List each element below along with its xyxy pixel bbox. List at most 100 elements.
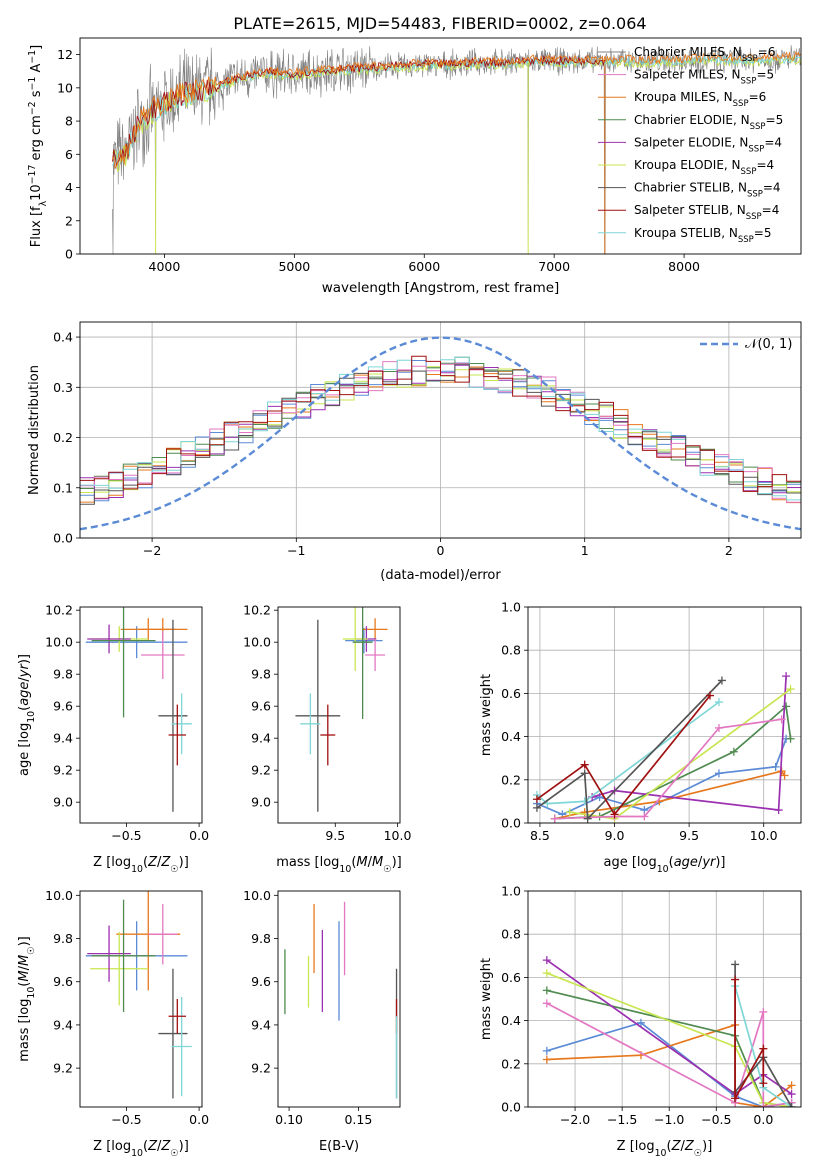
- y-axis-label: mass [log10(M/M☉)]: [17, 936, 37, 1062]
- plot-area: [80, 336, 801, 531]
- label-part: age [log: [17, 723, 32, 776]
- label-part: 10: [657, 864, 669, 875]
- label-part: M: [356, 855, 367, 870]
- legend-label: Chabrier MILES, NSSP=6: [634, 45, 775, 64]
- label-part: /: [680, 1139, 685, 1154]
- legend-label-main: Salpeter STELIB, N: [634, 203, 746, 217]
- weight-point-marker: [774, 806, 783, 815]
- legend-label-main: Salpeter MILES, N: [634, 68, 741, 82]
- weight-point-marker: [565, 808, 574, 817]
- legend-label: Salpeter ELODIE, NSSP=4: [634, 135, 782, 154]
- label-part: /: [17, 677, 32, 682]
- y-tick-label: 9.8: [53, 667, 73, 682]
- label-part: yr: [17, 662, 32, 678]
- x-axis-label: age [log10(age/yr)]: [603, 855, 725, 875]
- weight-point-marker: [636, 1018, 645, 1027]
- weight-point-marker: [777, 715, 786, 724]
- axes-frame: [277, 606, 401, 824]
- label-part: )]: [702, 1139, 712, 1154]
- mass-vs-metallicity-plot: −0.5 0.09.29.49.69.810.0Z [log10(Z/Z☉)]ma…: [17, 888, 209, 1159]
- label-part: ☉: [383, 864, 391, 875]
- axes-frame: [527, 890, 802, 1108]
- weight-point-marker: [580, 769, 589, 778]
- weight-vs-age-plot: 8.5 9.0 9.5 10.0 0.0 0.2 0.4 0.6 0.8 1.0 mass weig…: [479, 600, 802, 875]
- y-tick-label: 9.4: [251, 731, 271, 746]
- weight-point-marker: [786, 734, 795, 743]
- label-part: mass weight: [479, 674, 494, 756]
- y-tick-label: 0.8: [501, 927, 521, 942]
- y-axis-label: Normed distribution: [27, 365, 42, 495]
- legend-label-count: =4: [763, 181, 781, 195]
- y-tick-label: 0.1: [53, 480, 73, 495]
- y-tick-label: 6: [65, 147, 73, 162]
- label-part: mass weight: [479, 958, 494, 1040]
- weight-point-marker: [731, 975, 740, 984]
- histogram-series: [80, 363, 801, 505]
- gaussian-curve: [80, 336, 801, 531]
- legend-label-main: Chabrier MILES, N: [634, 45, 742, 59]
- label-part: )]: [17, 654, 32, 664]
- weight-point-marker: [714, 769, 723, 778]
- x-tick-label: 8000: [668, 259, 700, 274]
- histogram-series: [80, 355, 801, 492]
- y-tick-label: 9.6: [251, 699, 271, 714]
- label-part: wavelength [Angstrom, rest frame]: [322, 280, 560, 296]
- y-tick-label: 0.6: [501, 686, 521, 701]
- weight-point-marker: [787, 1090, 796, 1099]
- label-part: (: [143, 855, 148, 870]
- x-tick-label: 2: [725, 543, 733, 558]
- label-part: age: [674, 855, 698, 870]
- y-tick-label: 0: [65, 247, 73, 262]
- label-part: ]: [29, 45, 44, 50]
- x-tick-label: 9.5: [325, 828, 345, 843]
- x-axis-label: wavelength [Angstrom, rest frame]: [322, 280, 560, 296]
- y-tick-label: 0.3: [53, 380, 73, 395]
- y-tick-label: 9.2: [53, 1061, 73, 1076]
- weight-point-marker: [542, 999, 551, 1008]
- axes-frame: [277, 890, 401, 1108]
- label-part: Z: [147, 1139, 158, 1154]
- plot-area: [532, 672, 795, 823]
- axes-frame: [527, 606, 802, 824]
- weight-point-marker: [706, 691, 714, 700]
- label-part: )]: [392, 855, 402, 870]
- weight-point-marker: [759, 1103, 768, 1107]
- legend-label-count: =6: [749, 90, 767, 104]
- weight-point-marker: [787, 1081, 796, 1090]
- weight-point-marker: [759, 1044, 768, 1053]
- weight-point-marker: [759, 1079, 768, 1088]
- weight-point-marker: [729, 747, 738, 756]
- y-tick-label: 0.2: [501, 772, 521, 787]
- weight-point-marker: [542, 1046, 551, 1055]
- legend-label: Salpeter MILES, NSSP=5: [634, 68, 774, 87]
- label-part: ☉: [26, 946, 37, 954]
- y-axis-label: Flux [fλ10−17 erg cm−2 s−1 A−1]: [27, 45, 49, 247]
- legend-label-count: =4: [762, 203, 780, 217]
- weight-point-marker: [583, 814, 592, 823]
- x-tick-label: −1: [287, 543, 305, 558]
- x-tick-label: −0.5: [111, 828, 141, 843]
- weight-point-marker: [714, 723, 723, 732]
- label-part: Z [log: [93, 1139, 131, 1154]
- weight-series-line: [536, 738, 787, 816]
- label-part: Flux [f: [29, 206, 44, 247]
- weight-point-marker: [771, 762, 780, 771]
- label-part: (: [17, 982, 32, 987]
- legend-label-count: =4: [764, 135, 782, 149]
- y-tick-label: 0.0: [501, 816, 521, 831]
- legend-label-main: Chabrier ELODIE, N: [634, 113, 750, 127]
- y-tick-label: 0.8: [501, 643, 521, 658]
- legend-label-main: Kroupa ELODIE, N: [634, 158, 741, 172]
- weight-series-line: [536, 679, 723, 821]
- legend-label: Chabrier STELIB, NSSP=4: [634, 181, 781, 200]
- x-tick-label: −2.0: [560, 1112, 590, 1127]
- weight-series-line: [591, 676, 787, 811]
- legend-label-main: Kroupa MILES, N: [634, 90, 733, 104]
- y-tick-label: 10.0: [45, 635, 73, 650]
- weight-point-marker: [780, 771, 789, 780]
- label-part: )]: [179, 855, 189, 870]
- axes-frame: [79, 37, 802, 255]
- y-tick-label: 12: [57, 47, 73, 62]
- spectrum-data-line: [112, 45, 801, 254]
- label-part: M: [17, 955, 32, 966]
